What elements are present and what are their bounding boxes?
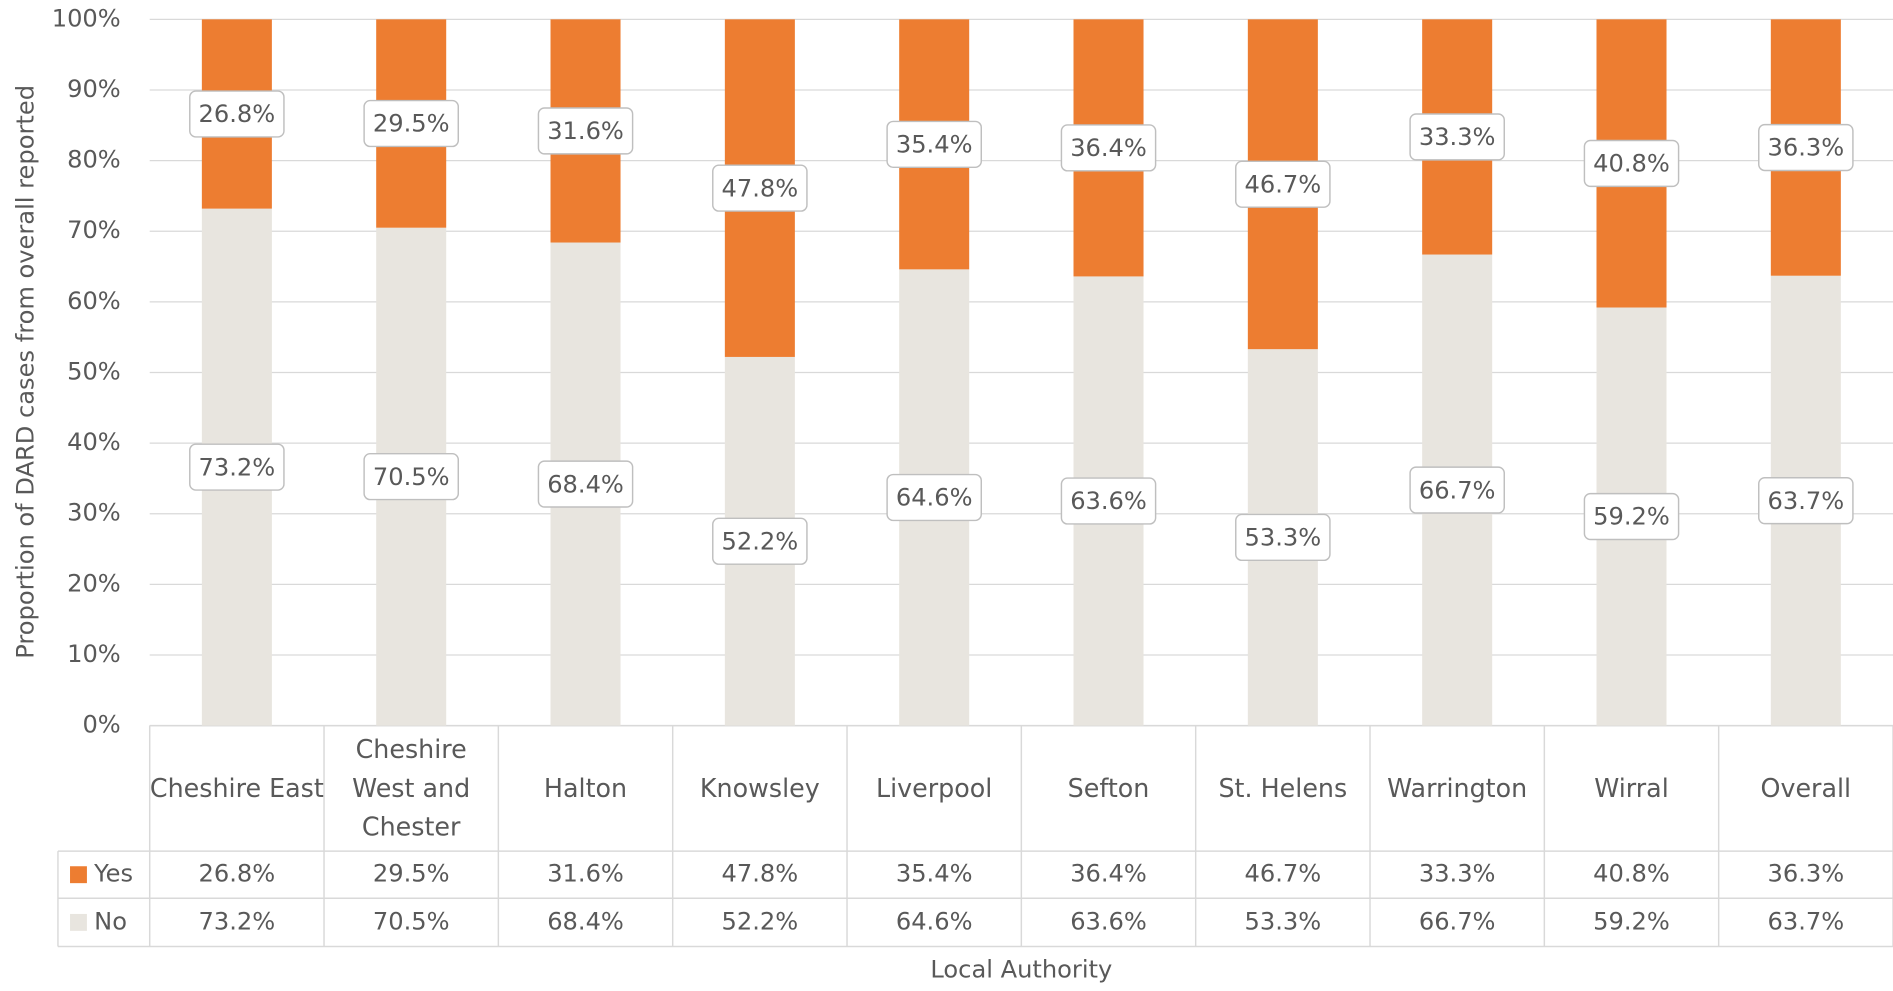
data-label-box — [1758, 476, 1854, 525]
x-tick-label: Sefton — [1067, 773, 1150, 803]
data-label-box — [1235, 160, 1331, 208]
legend-swatch — [70, 866, 87, 884]
data-label: 46.7% — [1245, 170, 1322, 198]
x-tick-label-box: Warrington — [1387, 773, 1528, 803]
table-cell: 63.6% — [1070, 907, 1147, 935]
data-label-box — [363, 99, 460, 148]
y-tick-label: 60% — [67, 287, 121, 315]
x-tick-label-box: Halton — [543, 773, 628, 803]
data-label-box — [1409, 466, 1505, 514]
y-tick-label: 10% — [67, 640, 121, 668]
x-tick-label-box: Sefton — [1067, 773, 1150, 803]
x-tick-label: Liverpool — [875, 773, 993, 803]
x-tick-label-box: Cheshire West and Chester — [352, 735, 471, 842]
data-label: 36.3% — [1768, 134, 1845, 162]
data-label: 63.6% — [1070, 487, 1147, 515]
table-cell: 52.2% — [722, 907, 799, 935]
data-label: 29.5% — [373, 110, 450, 138]
table-cell: 53.3% — [1245, 907, 1322, 935]
table-cell: 35.4% — [896, 860, 973, 888]
data-label-box — [1235, 513, 1331, 562]
data-label-box — [886, 473, 982, 522]
data-label-box — [1758, 123, 1854, 172]
y-tick-label: 100% — [52, 4, 121, 32]
data-label-box — [189, 90, 285, 138]
data-label: 68.4% — [547, 470, 624, 498]
x-tick-label-box: St. Helens — [1218, 773, 1348, 803]
data-label-box — [712, 517, 808, 565]
data-label: 40.8% — [1593, 150, 1670, 178]
table-cell: 63.7% — [1768, 907, 1845, 935]
y-tick-label: 0% — [82, 711, 120, 739]
y-tick-label: 40% — [67, 428, 121, 456]
data-label-box — [363, 452, 460, 501]
x-tick-label-box: Overall — [1760, 773, 1852, 803]
data-label: 70.5% — [373, 463, 450, 491]
x-tick-label: Wirral — [1594, 773, 1669, 803]
legend-label: No — [94, 907, 127, 935]
x-axis-title: Local Authority — [930, 956, 1112, 984]
table-cell: 70.5% — [373, 907, 450, 935]
x-tick-label: Knowsley — [699, 773, 820, 803]
table-cell: 29.5% — [373, 860, 450, 888]
data-label-box — [189, 443, 285, 491]
table-cell: 40.8% — [1593, 860, 1670, 888]
x-tick-label-box: Knowsley — [699, 773, 820, 803]
data-label: 66.7% — [1419, 476, 1496, 504]
x-tick-label: Halton — [543, 773, 628, 803]
legend-swatch — [70, 913, 87, 931]
y-tick-label: 50% — [67, 357, 121, 385]
data-label: 64.6% — [896, 484, 973, 512]
y-axis-title: Proportion of DARD cases from overall re… — [12, 85, 40, 659]
x-tick-label: Overall — [1760, 773, 1852, 803]
data-label: 52.2% — [722, 527, 799, 555]
table-cell: 64.6% — [896, 907, 973, 935]
x-tick-label: Cheshire East — [149, 773, 324, 803]
table-cell: 26.8% — [199, 860, 276, 888]
data-label-box — [1583, 139, 1680, 188]
data-label: 73.2% — [199, 453, 276, 481]
data-label-box — [537, 107, 634, 155]
data-label: 31.6% — [547, 117, 624, 145]
data-label-box — [886, 120, 982, 169]
data-label-box — [1060, 477, 1157, 525]
y-tick-label: 80% — [67, 146, 121, 174]
table-cell: 66.7% — [1419, 907, 1496, 935]
table-cell: 59.2% — [1593, 907, 1670, 935]
y-tick-label: 70% — [67, 216, 121, 244]
data-label: 59.2% — [1593, 503, 1670, 531]
data-label-box — [537, 460, 634, 508]
data-label: 47.8% — [722, 174, 799, 202]
data-label-box — [1060, 124, 1157, 172]
legend-label: Yes — [93, 860, 133, 888]
table-cell: 31.6% — [547, 860, 624, 888]
x-tick-label: Warrington — [1387, 773, 1528, 803]
data-label: 35.4% — [896, 131, 973, 159]
data-label: 36.4% — [1070, 134, 1147, 162]
data-label-box — [712, 164, 808, 212]
table-cell: 68.4% — [547, 907, 624, 935]
table-cell: 46.7% — [1245, 860, 1322, 888]
table-cell: 33.3% — [1419, 860, 1496, 888]
data-label: 26.8% — [199, 100, 276, 128]
table-cell: 73.2% — [199, 907, 276, 935]
table-cell: 36.4% — [1070, 860, 1147, 888]
x-tick-label-box: Liverpool — [875, 773, 993, 803]
x-tick-label: St. Helens — [1218, 773, 1348, 803]
data-label: 63.7% — [1768, 487, 1845, 515]
y-tick-label: 90% — [67, 75, 121, 103]
data-label: 33.3% — [1419, 123, 1496, 151]
table-cell: 47.8% — [722, 860, 799, 888]
data-label-box — [1583, 492, 1680, 541]
x-tick-label-box: Wirral — [1594, 773, 1669, 803]
x-tick-label: Cheshire West and Chester — [352, 735, 471, 842]
y-tick-label: 20% — [67, 569, 121, 597]
y-tick-label: 30% — [67, 499, 121, 527]
data-label-box — [1409, 113, 1505, 161]
x-tick-label-box: Cheshire East — [149, 773, 324, 803]
data-label: 53.3% — [1245, 524, 1322, 552]
table-cell: 36.3% — [1768, 860, 1845, 888]
